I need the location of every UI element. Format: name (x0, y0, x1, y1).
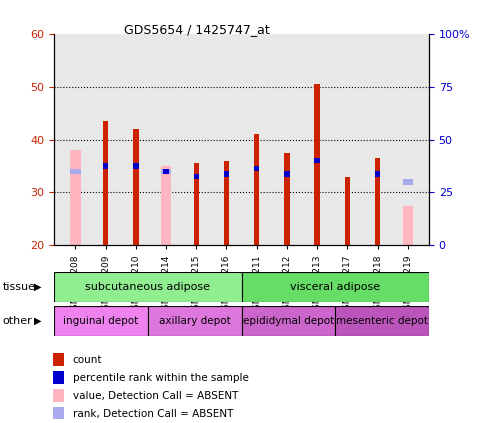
Bar (54, 306, 148, 336)
Text: axillary depot: axillary depot (159, 316, 231, 326)
Bar (375, 171, 380, 177)
Bar (70, 150, 80, 245)
Bar (284, 171, 289, 177)
Bar (375, 158, 380, 245)
Text: ▶: ▶ (34, 282, 41, 292)
Bar (163, 169, 169, 174)
Bar (53, 371, 64, 384)
Bar (345, 177, 350, 245)
Bar (161, 169, 171, 174)
Bar (224, 171, 229, 177)
Bar (242, 272, 429, 302)
Bar (335, 306, 429, 336)
Bar (161, 166, 171, 245)
Text: mesenteric depot: mesenteric depot (336, 316, 428, 326)
Text: other: other (2, 316, 32, 326)
Text: count: count (72, 355, 102, 365)
Bar (53, 353, 64, 366)
Bar (254, 166, 259, 171)
Text: visceral adipose: visceral adipose (290, 282, 380, 292)
Bar (224, 161, 229, 245)
Bar (103, 163, 108, 169)
Bar (315, 84, 320, 245)
Bar (133, 163, 139, 169)
Text: inguinal depot: inguinal depot (64, 316, 139, 326)
Text: tissue: tissue (2, 282, 35, 292)
Bar (403, 179, 413, 184)
Bar (284, 153, 289, 245)
Bar (315, 158, 320, 163)
Text: epididymal depot: epididymal depot (243, 316, 334, 326)
Text: value, Detection Call = ABSENT: value, Detection Call = ABSENT (72, 391, 238, 401)
Bar (103, 121, 108, 245)
Bar (194, 174, 199, 179)
Bar (133, 129, 139, 245)
Bar (54, 272, 242, 302)
Bar (242, 306, 335, 336)
Bar (254, 135, 259, 245)
Bar (53, 407, 64, 420)
Bar (194, 163, 199, 245)
Bar (53, 389, 64, 402)
Text: percentile rank within the sample: percentile rank within the sample (72, 373, 248, 383)
Text: subcutaneous adipose: subcutaneous adipose (85, 282, 211, 292)
Bar (403, 206, 413, 245)
Bar (70, 169, 80, 174)
Text: GDS5654 / 1425747_at: GDS5654 / 1425747_at (124, 23, 270, 36)
Bar (148, 306, 242, 336)
Text: rank, Detection Call = ABSENT: rank, Detection Call = ABSENT (72, 409, 233, 419)
Text: ▶: ▶ (34, 316, 41, 326)
